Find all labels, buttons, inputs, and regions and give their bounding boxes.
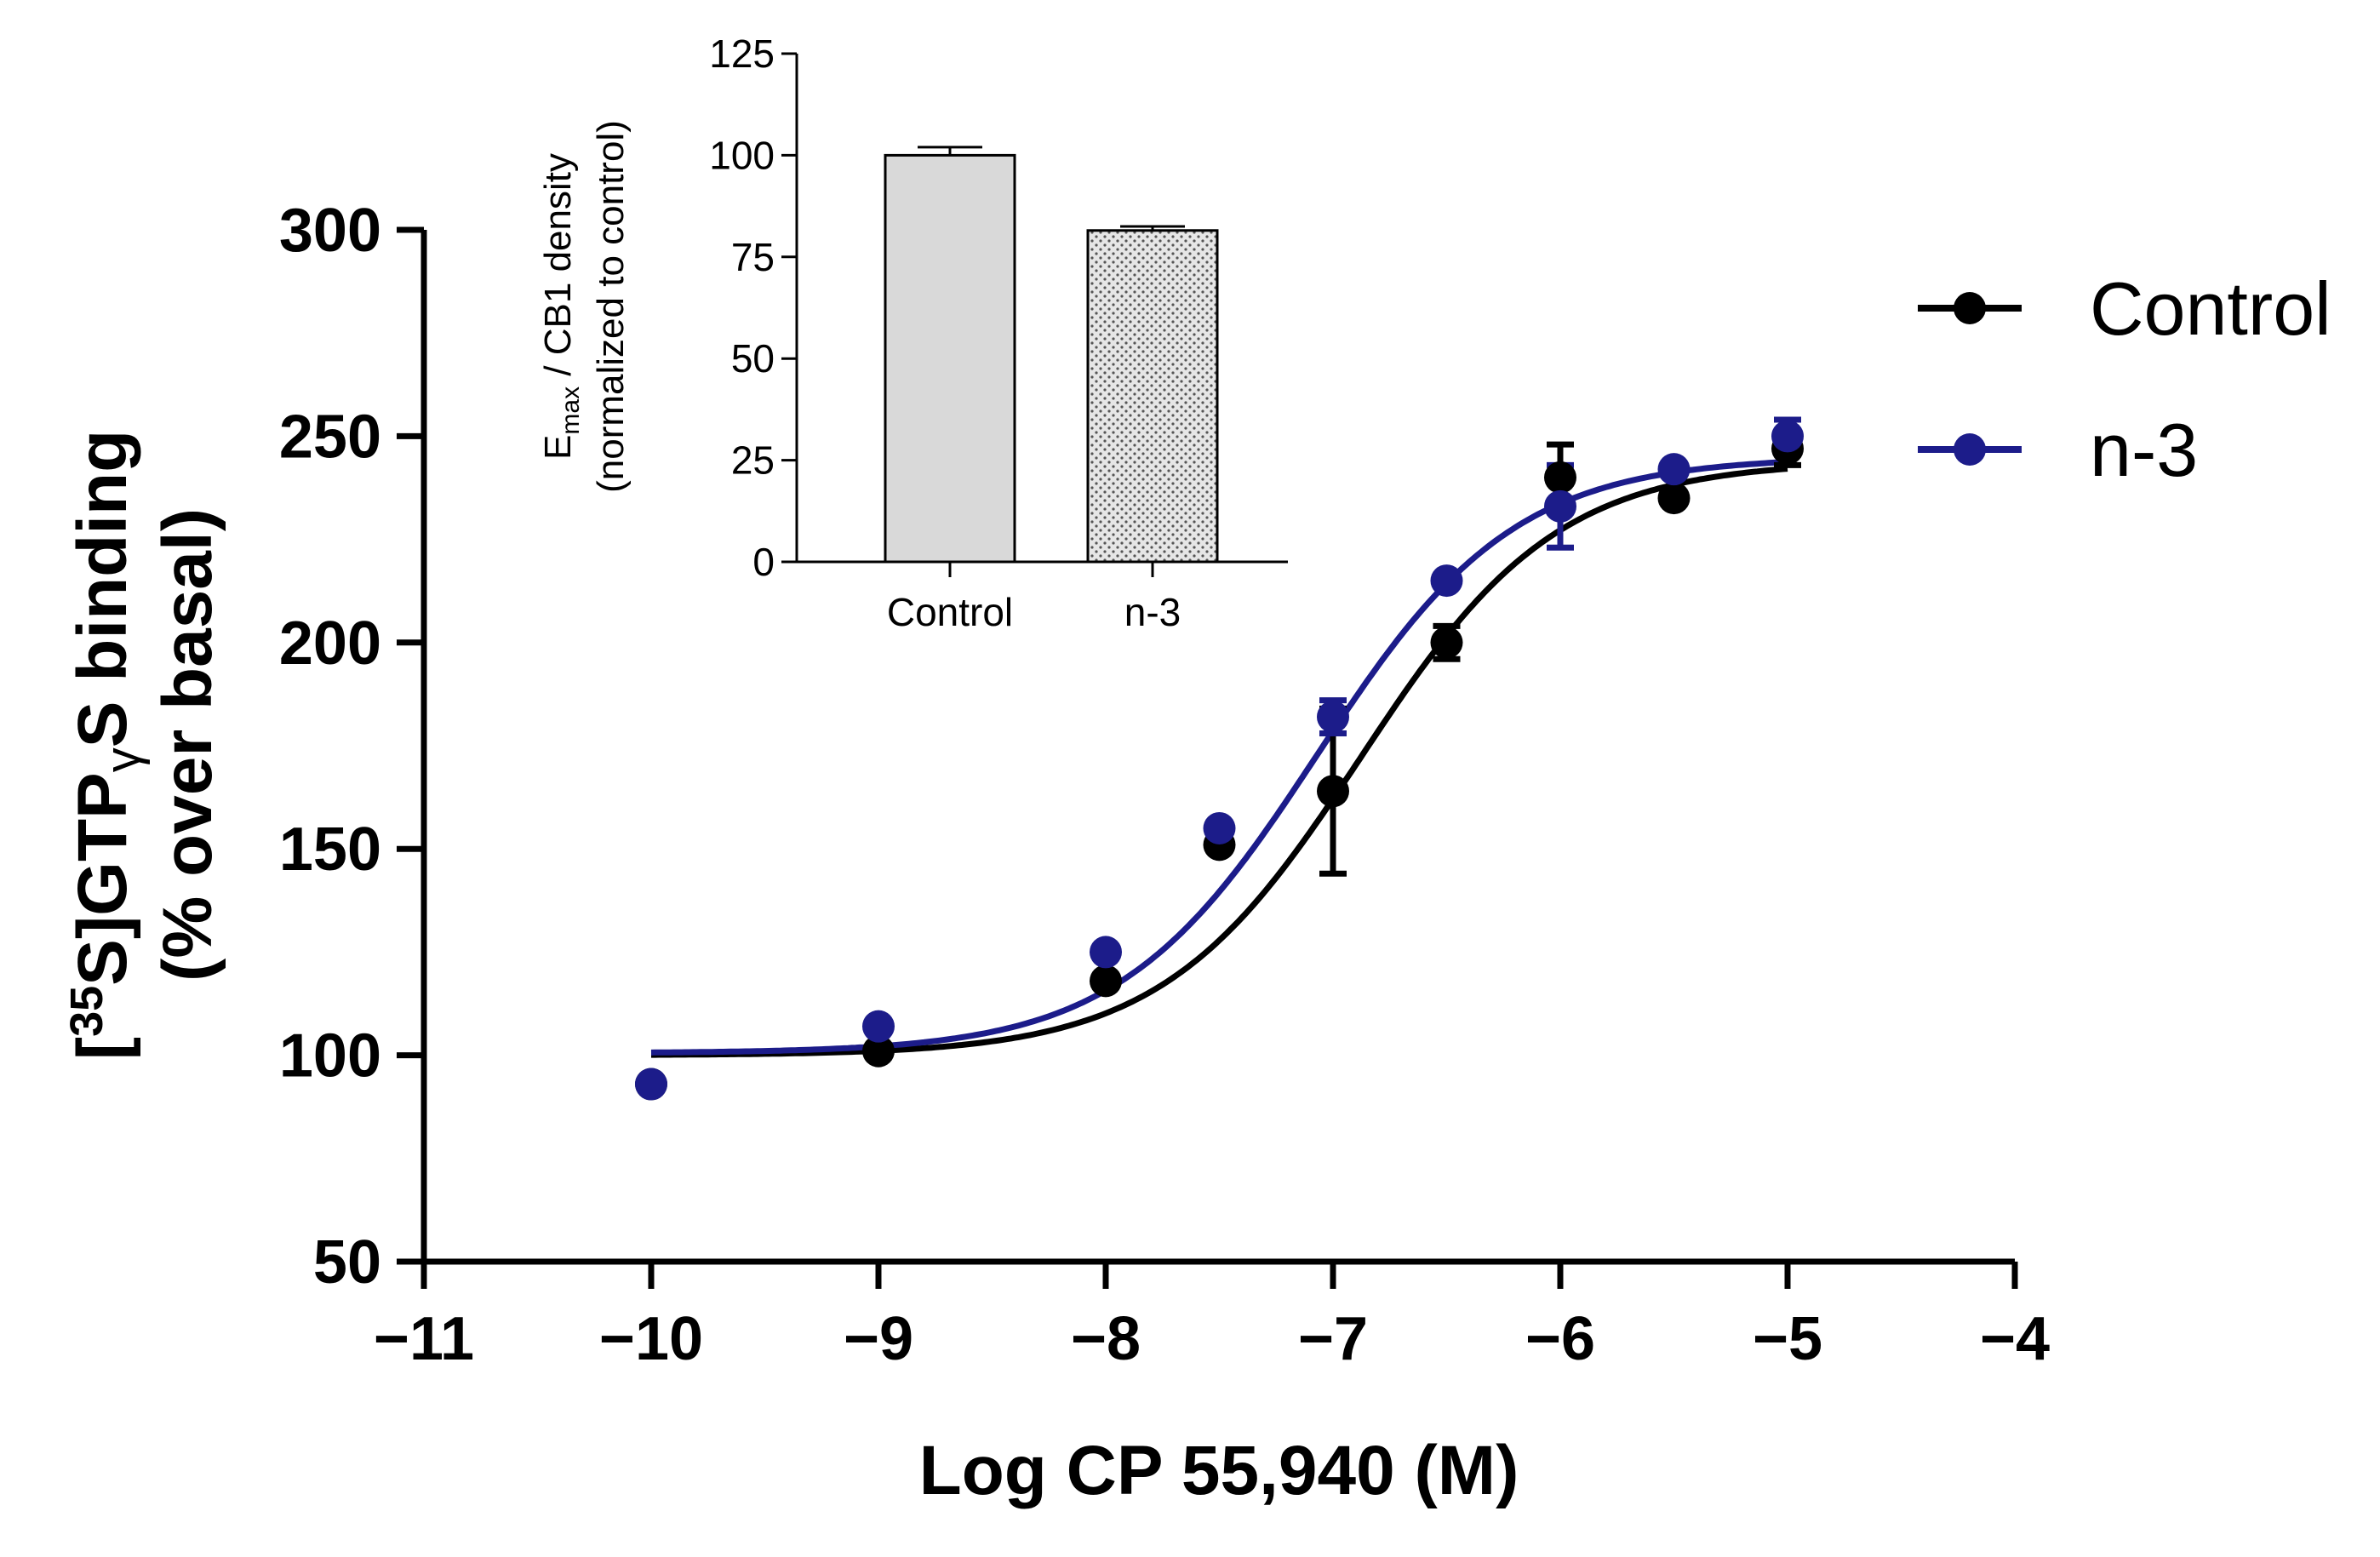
inset-chart: 0 25 50 75 100 125 Control n-3 Emax / CB1 dens… <box>537 31 1288 634</box>
y-title-gamma: γ <box>95 747 151 772</box>
data-point-n3 <box>1430 564 1463 598</box>
data-point-control <box>1657 482 1691 515</box>
y-title-bracket: [ <box>64 1037 141 1060</box>
legend-label-control: Control <box>2090 266 2331 351</box>
inset-x-tick-label: Control <box>887 590 1013 634</box>
data-point-n3 <box>1203 811 1236 844</box>
data-point-n3 <box>1090 936 1122 969</box>
inset-y-title-max: max <box>557 386 585 435</box>
main-y-tick-label: 300 <box>279 197 381 265</box>
main-x-tick-label: −11 <box>374 1305 474 1373</box>
inset-y-tick-label: 25 <box>731 438 775 483</box>
svg-text:Emax / CB1 density: Emax / CB1 density <box>537 153 585 460</box>
main-y-tick-label: 250 <box>279 403 381 471</box>
inset-bar-control <box>884 153 1016 564</box>
main-x-tick-label: −6 <box>1525 1305 1595 1373</box>
legend-item-n3: n-3 <box>1918 408 2198 492</box>
main-x-tick-label: −10 <box>599 1305 703 1373</box>
svg-text:[35S]GTPγS binding: [35S]GTPγS binding <box>61 430 151 1060</box>
main-x-tick-label: −9 <box>844 1305 913 1373</box>
data-point-n3 <box>635 1068 667 1101</box>
inset-x-tick-label: n-3 <box>1124 590 1181 634</box>
y-title-isotope: 35 <box>61 986 112 1037</box>
main-x-tick-label: −5 <box>1753 1305 1822 1373</box>
fit-curve-n3 <box>650 459 1788 1056</box>
inset-bars <box>884 146 1219 564</box>
main-y-tick-label: 200 <box>279 610 381 678</box>
data-point-control <box>862 1034 895 1068</box>
data-point-control <box>1090 965 1122 998</box>
main-y-tick-label: 150 <box>279 816 381 884</box>
data-point-control <box>1544 461 1576 494</box>
inset-y-tick-label: 0 <box>752 540 775 584</box>
fit-curve-control <box>651 466 1788 1058</box>
main-y-axis-title: [35S]GTPγS binding (% over basal) <box>61 430 226 1060</box>
data-point-n3 <box>1657 453 1691 486</box>
data-point-n3 <box>1771 420 1804 453</box>
inset-y-axis-title: Emax / CB1 density (normalized to contro… <box>537 120 632 493</box>
inset-y-ticks: 0 25 50 75 100 125 <box>709 31 797 584</box>
main-x-ticks: −11 −10 −9 −8 −7 −6 −5 −4 <box>374 1262 2050 1373</box>
data-point-n3 <box>1317 701 1349 734</box>
main-y-tick-label: 50 <box>313 1228 381 1297</box>
main-data-points <box>635 420 1804 1101</box>
inset-y-title-line2: (normalized to control) <box>590 120 632 493</box>
main-x-tick-label: −7 <box>1298 1305 1368 1373</box>
data-point-control <box>1430 626 1463 659</box>
legend-marker-n3 <box>1954 433 1986 466</box>
inset-y-tick-label: 75 <box>731 235 775 279</box>
y-title-binding: S binding <box>64 430 141 747</box>
y-title-line2: (% over basal) <box>149 508 226 982</box>
inset-y-title-rest: / CB1 density <box>537 153 579 386</box>
main-fit-curves <box>650 459 1788 1058</box>
legend: Control n-3 <box>1918 266 2331 492</box>
main-x-tick-label: −8 <box>1071 1305 1141 1373</box>
inset-y-tick-label: 100 <box>709 133 775 177</box>
main-y-tick-label: 100 <box>279 1022 381 1090</box>
legend-item-control: Control <box>1918 266 2331 351</box>
inset-y-tick-label: 50 <box>731 336 775 381</box>
data-point-n3 <box>1544 489 1576 523</box>
legend-label-n3: n-3 <box>2090 408 2198 492</box>
inset-y-title-e: E <box>537 435 579 460</box>
y-title-gtp: S]GTP <box>64 772 141 986</box>
inset-x-ticks: Control n-3 <box>887 562 1181 634</box>
main-y-ticks: 50 100 150 200 250 300 <box>279 197 424 1297</box>
data-point-n3 <box>862 1010 895 1043</box>
data-point-control <box>1317 775 1349 808</box>
inset-y-tick-label: 125 <box>709 31 775 76</box>
main-x-tick-label: −4 <box>1980 1305 2050 1373</box>
legend-marker-control <box>1954 292 1986 324</box>
main-x-axis-title: Log CP 55,940 (M) <box>919 1432 1519 1509</box>
inset-bar-n3 <box>1086 229 1219 564</box>
